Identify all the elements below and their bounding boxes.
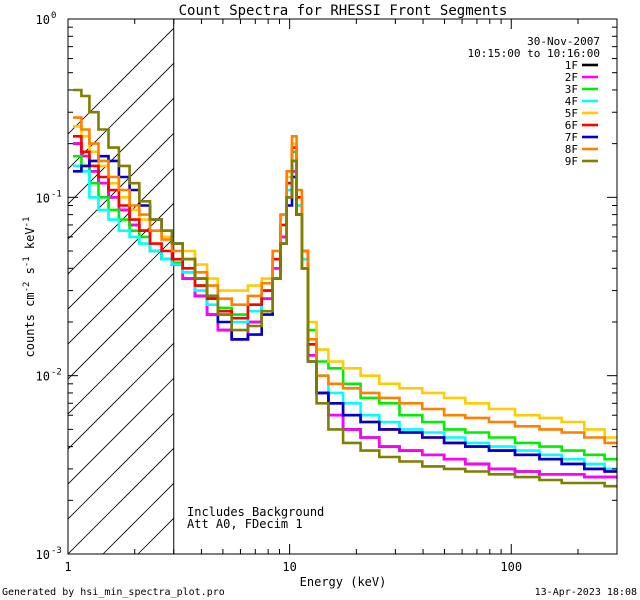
series-layer	[73, 88, 617, 488]
legend-label-7F: 7F	[565, 131, 578, 144]
x-axis-tick-labels: 1 10 100	[64, 560, 522, 574]
y-tick-label: 10	[36, 13, 50, 27]
x-axis-label: Energy (keV)	[300, 575, 387, 589]
series-9F	[73, 88, 617, 488]
series-8F	[73, 116, 617, 445]
y-tick-exponent: -3	[51, 546, 62, 556]
y-tick-exponent: 0	[51, 11, 56, 21]
footer-generated-by: Generated by hsi_min_spectra_plot.pro	[2, 587, 225, 598]
legend-date: 30-Nov-2007	[527, 35, 600, 48]
series-5F	[73, 125, 617, 439]
footer-timestamp: 13-Apr-2023 18:08	[535, 587, 637, 598]
legend-label-2F: 2F	[565, 71, 578, 84]
chart-title: Count Spectra for RHESSI Front Segments	[179, 3, 508, 19]
series-3F	[73, 150, 617, 461]
series-7F	[73, 154, 617, 473]
y-tick-label: 10	[36, 370, 50, 384]
hatch-line	[313, 25, 640, 554]
y-tick-label: 10	[36, 191, 50, 205]
hatch-line	[68, 447, 174, 554]
legend-label-4F: 4F	[565, 95, 578, 108]
legend-label-9F: 9F	[565, 155, 578, 168]
x-tick-label: 10	[282, 560, 296, 574]
hatch-line	[418, 25, 640, 554]
y-axis-ticks	[68, 18, 617, 555]
hatch-line	[68, 202, 174, 310]
series-6F	[73, 135, 617, 473]
y-label-part-2: s	[23, 267, 37, 281]
hatch-line	[68, 272, 174, 380]
legend-label-5F: 5F	[565, 107, 578, 120]
series-4F	[73, 159, 617, 471]
legend-label-6F: 6F	[565, 119, 578, 132]
legend: 30-Nov-2007 10:15:00 to 10:16:00 1F2F3F4…	[468, 35, 600, 168]
y-label-exp-3: -1	[22, 217, 32, 228]
annotation-background: Includes Background	[187, 505, 324, 519]
plot-frame	[67, 18, 618, 555]
y-tick-label: 10	[36, 548, 50, 562]
hatch-line	[68, 377, 174, 485]
hatch-line	[68, 97, 174, 205]
y-tick-exponent: -2	[51, 368, 62, 378]
legend-label-3F: 3F	[565, 83, 578, 96]
x-tick-label: 100	[500, 560, 522, 574]
y-label-exp-1: -2	[22, 282, 32, 293]
legend-time-range: 10:15:00 to 10:16:00	[468, 47, 600, 60]
x-axis-ticks	[67, 19, 618, 554]
hatch-line	[68, 237, 174, 345]
x-tick-label: 1	[64, 560, 71, 574]
hatch-line	[278, 25, 640, 554]
y-label-part-1: counts cm	[23, 292, 37, 357]
series-2F	[73, 142, 617, 479]
y-axis-label: counts cm-2 s-1 keV-1	[22, 217, 37, 358]
legend-label-1F: 1F	[565, 59, 578, 72]
hatch-line	[68, 62, 174, 170]
y-label-exp-2: -1	[22, 256, 32, 267]
legend-label-8F: 8F	[565, 143, 578, 156]
hatch-line	[68, 412, 174, 520]
y-tick-exponent: -1	[51, 189, 62, 199]
y-label-part-3: keV	[23, 227, 37, 256]
annotation-attenuator: Att A0, FDecim 1	[187, 517, 303, 531]
